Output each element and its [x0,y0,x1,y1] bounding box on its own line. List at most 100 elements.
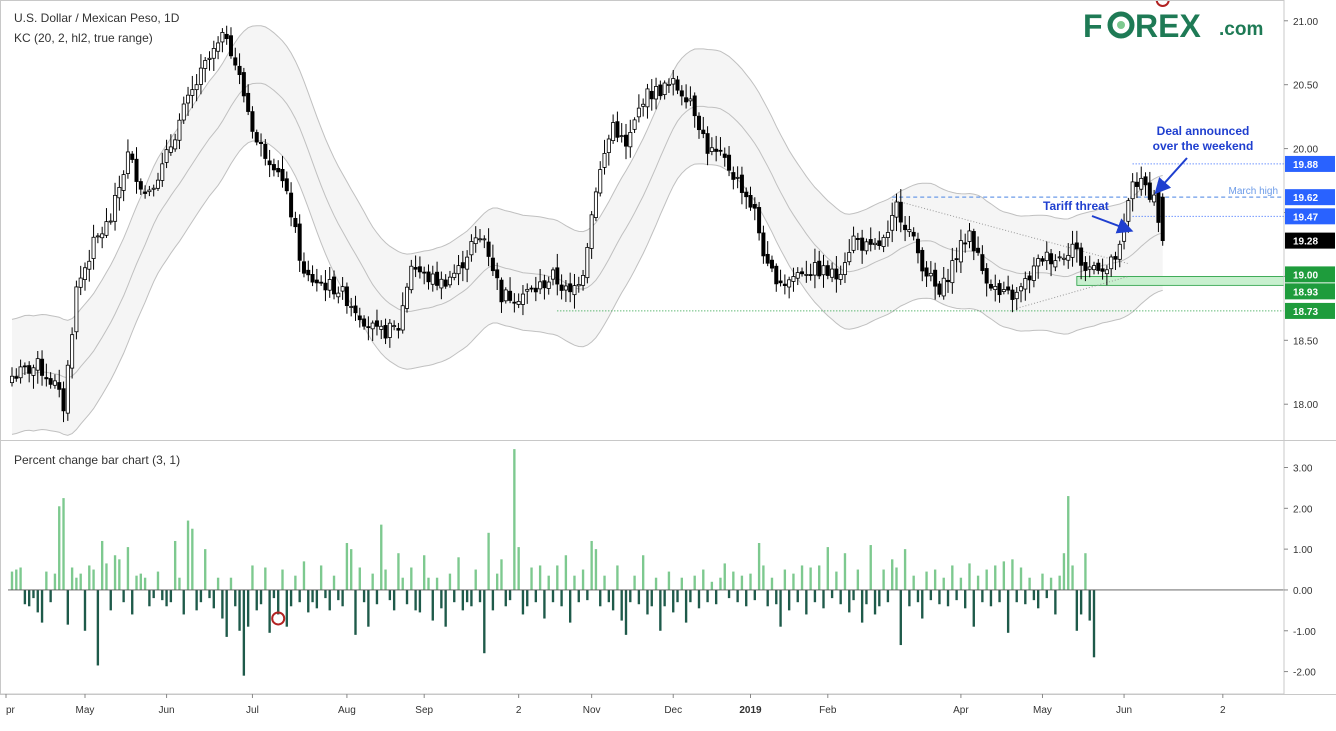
candle-body [727,154,732,171]
candle-body [27,365,32,374]
candle-body [138,181,143,190]
candle-body [1083,262,1088,271]
candle-body [881,236,886,247]
pct-bar [173,540,177,590]
candle-body [851,235,856,251]
pct-bar [886,589,890,603]
deal-announced-label-2: over the weekend [1153,139,1254,153]
candle-body [933,269,938,287]
candle-body [186,94,191,104]
pct-bar [208,589,211,599]
pct-bar [10,571,14,590]
pct-bar [860,589,864,623]
candle-body [718,149,723,152]
pct-bar [959,577,963,590]
pct-bar [732,571,735,590]
pct-bar [478,589,482,603]
pct-bar [315,589,319,609]
candle-body [735,176,740,179]
chart-title: U.S. Dollar / Mexican Peso, 1D [14,11,180,25]
price-pane[interactable] [9,25,1285,436]
pct-bar [483,589,486,654]
pct-bar [1041,573,1044,590]
pct-bar [972,589,975,627]
candle-body [675,79,680,91]
pct-bar [706,589,709,603]
candle-body [327,279,332,291]
candle-body [499,279,504,303]
pct-bar [126,547,130,590]
candle-body [688,98,693,102]
axes: 21.0020.5020.0019.5019.0018.5018.003.002… [0,0,1336,716]
pct-bar [332,575,336,590]
candle-body [984,268,989,284]
time-tick-label: May [76,705,95,716]
pct-bar [740,575,744,590]
candle-body [134,158,139,182]
candle-body [1096,262,1101,271]
pct-bar [53,573,57,590]
candle-body [289,192,294,218]
candle-body [181,103,186,121]
percent-change-pane[interactable] [8,0,1284,676]
pct-bar [1084,553,1087,590]
candle-body [615,121,620,138]
pct-bar [766,589,769,607]
pct-bar [895,567,898,590]
pct-bar [1024,589,1027,605]
candle-body [78,277,83,288]
pct-bar [826,547,829,590]
candle-body [546,281,551,289]
candle-body [744,191,749,198]
candle-body [915,238,920,254]
pct-bar [264,567,267,590]
pct-bar [139,573,142,590]
pct-bar [981,589,984,603]
candle-body [508,290,513,301]
candle-body [722,153,727,158]
pct-bar [324,589,327,599]
pct-bar [384,569,387,590]
candle-body [383,325,388,339]
pct-bar [568,589,572,623]
candle-body [357,315,362,321]
candle-body [950,260,955,284]
pct-bar [36,589,39,613]
pct-bar [405,589,409,605]
candle-body [224,33,229,40]
candle-body [894,201,899,218]
candle-body [632,119,637,130]
pct-bar [873,589,877,615]
candle-body [555,267,560,285]
pct-bar [427,577,430,590]
pct-bar [216,577,220,590]
pct-bar [380,524,383,590]
candle-body [873,242,878,246]
candle-body [705,133,710,154]
candle-body [757,207,762,234]
pct-bar [989,589,993,607]
pct-bar [753,589,756,601]
candle-body [611,122,616,141]
pct-bar [543,589,546,619]
pct-bar [1079,589,1083,615]
candle-body [482,238,487,241]
pct-bar [921,589,924,619]
pct-tick-label: 2.00 [1293,504,1313,515]
candle-body [606,138,611,153]
candle-body [48,378,53,385]
pct-bar [1062,553,1066,590]
pct-bar [672,589,675,613]
candle-body [473,237,478,245]
time-tick-label: Jun [1116,705,1132,716]
pct-bar [835,571,838,590]
pct-bar [298,589,301,603]
candle-body [91,236,96,259]
pct-bar [590,540,593,590]
candle-body [52,380,57,386]
pct-bar [513,449,516,590]
candle-body [1019,286,1024,292]
pct-bar [246,589,250,627]
pct-bar [955,589,958,601]
